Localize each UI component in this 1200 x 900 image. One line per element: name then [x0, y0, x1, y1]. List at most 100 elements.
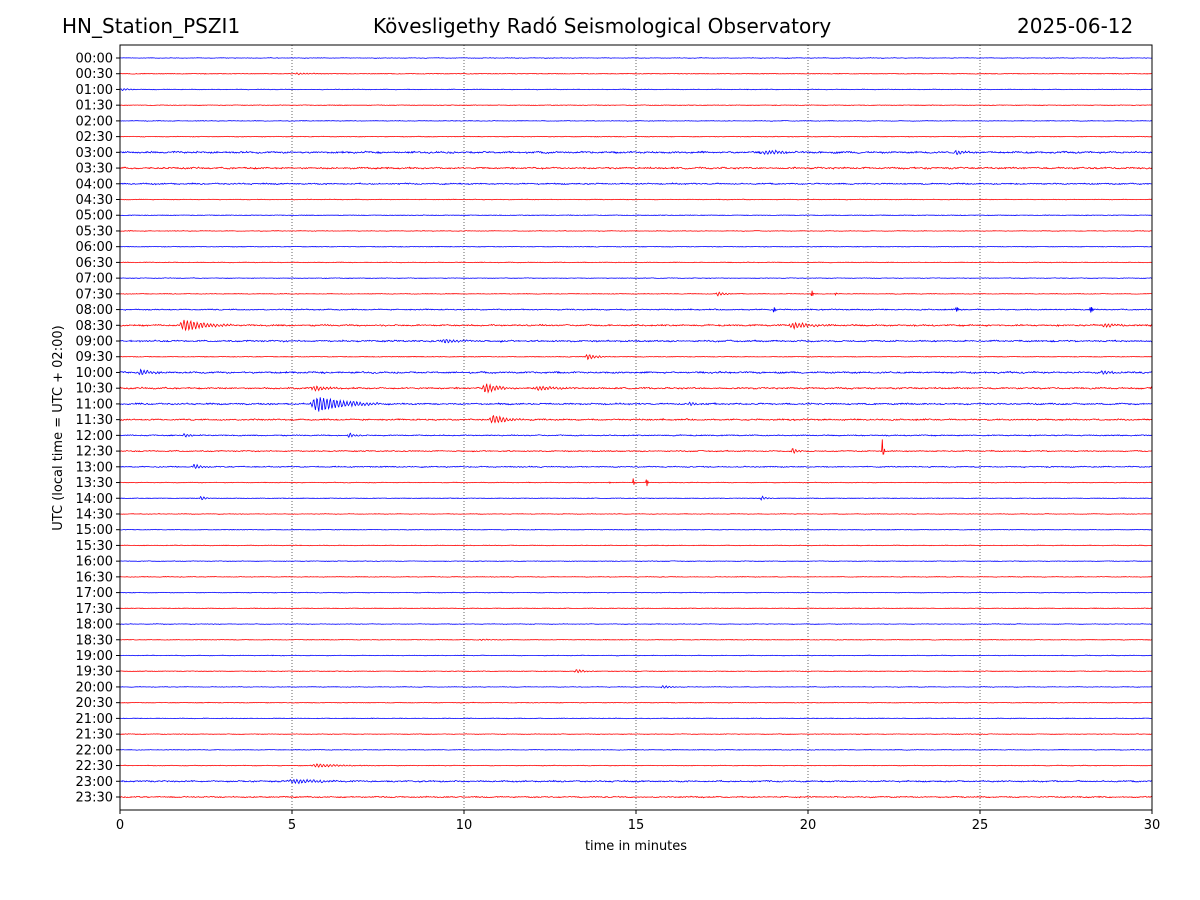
station-name: HN_Station_PSZI1: [62, 14, 241, 38]
trace-1230: [119, 439, 1153, 455]
trace-0830: [119, 319, 1153, 332]
y-tick-label: 06:00: [76, 240, 113, 255]
y-tick-label: 02:30: [76, 130, 113, 145]
trace-0600: [119, 245, 1153, 248]
trace-0630: [119, 261, 1153, 264]
y-tick-label: 08:30: [76, 319, 113, 334]
trace-1030: [119, 383, 1153, 394]
x-tick-label: 5: [288, 818, 296, 833]
y-tick-label: 22:00: [76, 743, 113, 758]
trace-1330: [119, 478, 1152, 487]
trace-2030: [119, 701, 1153, 704]
y-tick-label: 11:30: [76, 413, 113, 428]
trace-1800: [119, 623, 1152, 625]
y-tick-label: 07:30: [76, 287, 113, 302]
trace-1530: [119, 544, 1153, 547]
y-tick-label: 01:30: [76, 99, 113, 114]
trace-0500: [120, 214, 1152, 217]
y-tick-label: 09:00: [76, 335, 113, 350]
y-tick-label: 02:00: [76, 114, 113, 129]
trace-0430: [120, 198, 1153, 201]
y-tick-label: 20:30: [76, 696, 113, 711]
trace-2130: [119, 733, 1152, 735]
trace-1700: [119, 591, 1153, 594]
x-tick-label: 10: [456, 818, 473, 833]
trace-1430: [119, 513, 1152, 515]
trace-1900: [120, 654, 1153, 657]
trace-0400: [119, 182, 1152, 186]
y-tick-label: 15:00: [76, 523, 113, 538]
trace-0200: [119, 120, 1153, 122]
y-tick-label: 01:00: [76, 83, 113, 98]
y-tick-label: 19:00: [76, 649, 113, 664]
y-tick-label: 23:00: [76, 775, 113, 790]
y-tick-label: 05:00: [76, 209, 113, 224]
y-tick-label: 04:00: [76, 177, 113, 192]
y-tick-label: 10:00: [76, 366, 113, 381]
chart-title: Kövesligethy Radó Seismological Observat…: [373, 14, 832, 38]
trace-2230: [119, 763, 1153, 768]
trace-0130: [119, 104, 1153, 107]
trace-2300: [119, 778, 1153, 785]
trace-0700: [119, 277, 1153, 279]
trace-0900: [119, 339, 1153, 344]
x-axis-label: time in minutes: [585, 839, 687, 854]
trace-0730: [119, 290, 1152, 297]
trace-1930: [119, 669, 1153, 674]
trace-1630: [119, 576, 1153, 578]
trace-1300: [119, 463, 1152, 470]
trace-1130: [119, 414, 1153, 424]
y-tick-label: 18:30: [76, 633, 113, 648]
y-tick-label: 06:30: [76, 256, 113, 271]
trace-0930: [119, 353, 1153, 361]
trace-0530: [119, 230, 1152, 232]
y-tick-label: 11:00: [76, 397, 113, 412]
y-tick-label: 17:30: [76, 602, 113, 617]
y-tick-label: 16:30: [76, 570, 113, 585]
y-tick-label: 10:30: [76, 382, 113, 397]
y-tick-label: 20:00: [76, 680, 113, 695]
trace-1830: [119, 638, 1153, 641]
y-tick-label: 15:30: [76, 539, 113, 554]
trace-0800: [119, 306, 1153, 313]
trace-1400: [119, 495, 1153, 501]
y-tick-label: 23:30: [76, 791, 113, 806]
trace-0000: [120, 57, 1153, 59]
x-tick-label: 15: [628, 818, 645, 833]
x-tick-label: 0: [116, 818, 124, 833]
trace-1200: [119, 432, 1153, 438]
y-tick-label: 17:00: [76, 586, 113, 601]
y-tick-label: 03:30: [76, 162, 113, 177]
y-tick-label: 18:00: [76, 618, 113, 633]
trace-1600: [119, 560, 1153, 562]
trace-0230: [119, 135, 1153, 138]
y-tick-label: 16:00: [76, 555, 113, 570]
trace-1100: [119, 397, 1153, 412]
trace-2000: [119, 685, 1153, 689]
x-tick-label: 25: [972, 818, 989, 833]
y-tick-label: 09:30: [76, 350, 113, 365]
trace-0100: [119, 88, 1153, 91]
y-tick-label: 12:30: [76, 445, 113, 460]
trace-1500: [119, 528, 1153, 531]
y-tick-label: 21:30: [76, 728, 113, 743]
date-label: 2025-06-12: [1017, 14, 1134, 38]
trace-1000: [119, 368, 1153, 376]
trace-0330: [119, 166, 1153, 170]
trace-0030: [119, 72, 1152, 76]
y-tick-label: 21:00: [76, 712, 113, 727]
trace-0300: [119, 149, 1153, 156]
y-tick-label: 12:00: [76, 429, 113, 444]
y-axis-label: UTC (local time = UTC + 02:00): [51, 325, 66, 530]
y-tick-label: 04:30: [76, 193, 113, 208]
x-tick-label: 20: [800, 818, 817, 833]
y-tick-label: 00:00: [76, 52, 113, 67]
trace-2200: [119, 748, 1153, 751]
y-tick-label: 08:00: [76, 303, 113, 318]
trace-1730: [119, 607, 1153, 610]
y-tick-label: 22:30: [76, 759, 113, 774]
y-tick-label: 14:00: [76, 492, 113, 507]
y-tick-label: 13:30: [76, 476, 113, 491]
trace-2330: [119, 795, 1153, 799]
